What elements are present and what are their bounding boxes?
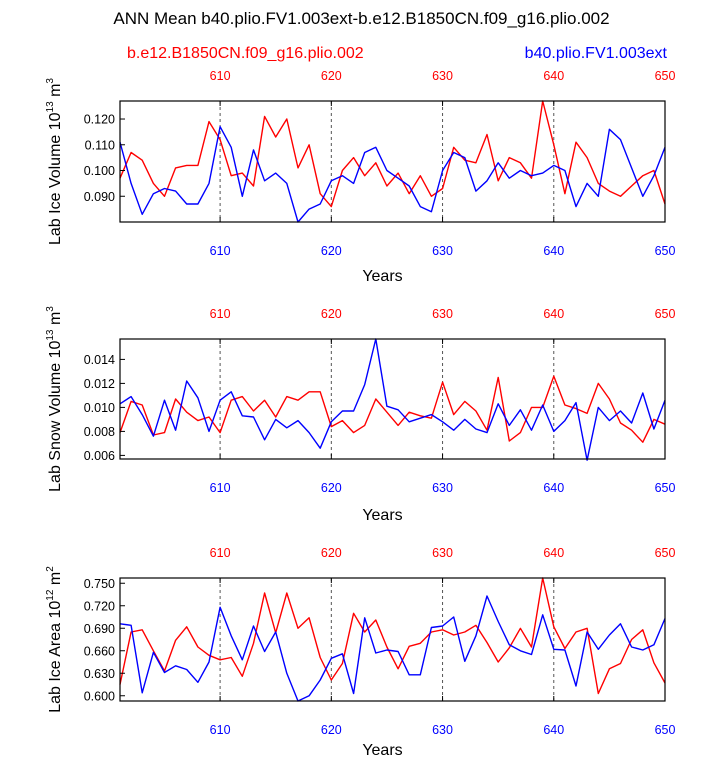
y-tick-label: 0.120 — [84, 113, 115, 127]
series-line-blue — [119, 595, 666, 702]
x-tick-label-top: 630 — [432, 307, 453, 321]
panel-2: 0.006 0.008 0.010 0.012 0.014 610 610 620 620 630… — [45, 306, 675, 524]
x-tick-label-top: 630 — [432, 546, 453, 560]
x-tick-label-bottom: 630 — [432, 723, 453, 737]
series-line-red — [119, 100, 666, 208]
x-tick-label-bottom: 630 — [432, 244, 453, 258]
y-label-superscript: 3 — [45, 78, 56, 84]
panel-1: 0.090 0.100 0.110 0.120 610 610 620 620 630 630 64… — [45, 69, 675, 285]
y-tick-label: 0.090 — [84, 190, 115, 204]
y-tick-label: 0.720 — [84, 599, 115, 613]
x-tick-label-top: 650 — [655, 69, 676, 83]
x-tick-label-bottom: 640 — [543, 723, 564, 737]
x-tick-label-top: 640 — [543, 546, 564, 560]
x-tick-label-bottom: 630 — [432, 481, 453, 495]
x-tick-label-top: 640 — [543, 69, 564, 83]
x-tick-label-bottom: 650 — [655, 244, 676, 258]
x-tick-label-bottom: 620 — [321, 723, 342, 737]
series-line-red — [119, 375, 666, 443]
x-tick-label-bottom: 610 — [210, 723, 231, 737]
x-tick-label-top: 640 — [543, 307, 564, 321]
plot-frame — [119, 577, 666, 702]
y-axis-label: Lab Ice Volume 1013 m3 — [45, 78, 64, 245]
y-label-text: m — [47, 312, 64, 330]
y-label-text: m — [47, 572, 64, 590]
y-tick-label: 0.600 — [84, 689, 115, 703]
y-label-text: Lab Snow Volume 10 — [47, 341, 64, 492]
x-tick-label-top: 630 — [432, 69, 453, 83]
plot-frame — [119, 338, 666, 460]
y-tick-label: 0.660 — [84, 644, 115, 658]
y-tick-label: 0.006 — [84, 449, 115, 463]
legend-left-label: b.e12.B1850CN.f09_g16.plio.002 — [127, 45, 364, 62]
x-axis-label: Years — [362, 268, 402, 285]
y-label-text: m — [47, 84, 64, 102]
y-axis-label: Lab Snow Volume 1013 m3 — [45, 306, 64, 492]
x-tick-label-bottom: 610 — [210, 481, 231, 495]
y-label-superscript: 12 — [45, 589, 56, 601]
x-tick-label-top: 620 — [321, 307, 342, 321]
x-tick-label-bottom: 640 — [543, 481, 564, 495]
x-tick-label-top: 610 — [210, 69, 231, 83]
y-tick-label: 0.750 — [84, 577, 115, 591]
x-tick-label-top: 620 — [321, 69, 342, 83]
y-label-superscript: 13 — [45, 101, 56, 113]
y-label-superscript: 2 — [45, 566, 56, 572]
legend-right-label: b40.plio.FV1.003ext — [525, 45, 668, 62]
y-tick-label: 0.110 — [85, 138, 115, 152]
y-tick-label: 0.100 — [84, 164, 115, 178]
y-tick-label: 0.008 — [84, 425, 115, 439]
x-tick-label-bottom: 620 — [321, 481, 342, 495]
x-axis-label: Years — [362, 742, 402, 758]
y-label-superscript: 13 — [45, 329, 56, 341]
y-tick-label: 0.010 — [84, 401, 115, 415]
x-tick-label-top: 650 — [655, 307, 676, 321]
x-tick-label-bottom: 620 — [321, 244, 342, 258]
y-tick-label: 0.012 — [84, 377, 115, 391]
x-tick-label-bottom: 650 — [655, 723, 676, 737]
y-tick-label: 0.630 — [84, 667, 115, 681]
series-line-blue — [119, 338, 666, 461]
panel-3: 0.600 0.630 0.660 0.690 0.720 0.750 610 610 620 6… — [45, 546, 675, 758]
chart-panels: 0.090 0.100 0.110 0.120 610 610 620 620 630 630 64… — [45, 69, 675, 758]
series-line-blue — [119, 125, 666, 223]
x-tick-label-bottom: 650 — [655, 481, 676, 495]
y-tick-label: 0.690 — [84, 622, 115, 636]
x-axis-label: Years — [362, 507, 402, 524]
x-tick-label-top: 610 — [210, 546, 231, 560]
y-label-text: Lab Ice Area 10 — [47, 601, 64, 713]
x-tick-label-bottom: 610 — [210, 244, 231, 258]
plot-frame — [119, 100, 666, 223]
figure-title: ANN Mean b40.plio.FV1.003ext-b.e12.B1850… — [113, 9, 609, 28]
x-tick-label-top: 650 — [655, 546, 676, 560]
y-label-superscript: 3 — [45, 306, 56, 312]
y-tick-label: 0.014 — [84, 353, 115, 367]
y-label-text: Lab Ice Volume 10 — [47, 112, 64, 245]
x-tick-label-top: 620 — [321, 546, 342, 560]
x-tick-label-top: 610 — [210, 307, 231, 321]
x-tick-label-bottom: 640 — [543, 244, 564, 258]
y-axis-label: Lab Ice Area 1012 m2 — [45, 566, 64, 713]
